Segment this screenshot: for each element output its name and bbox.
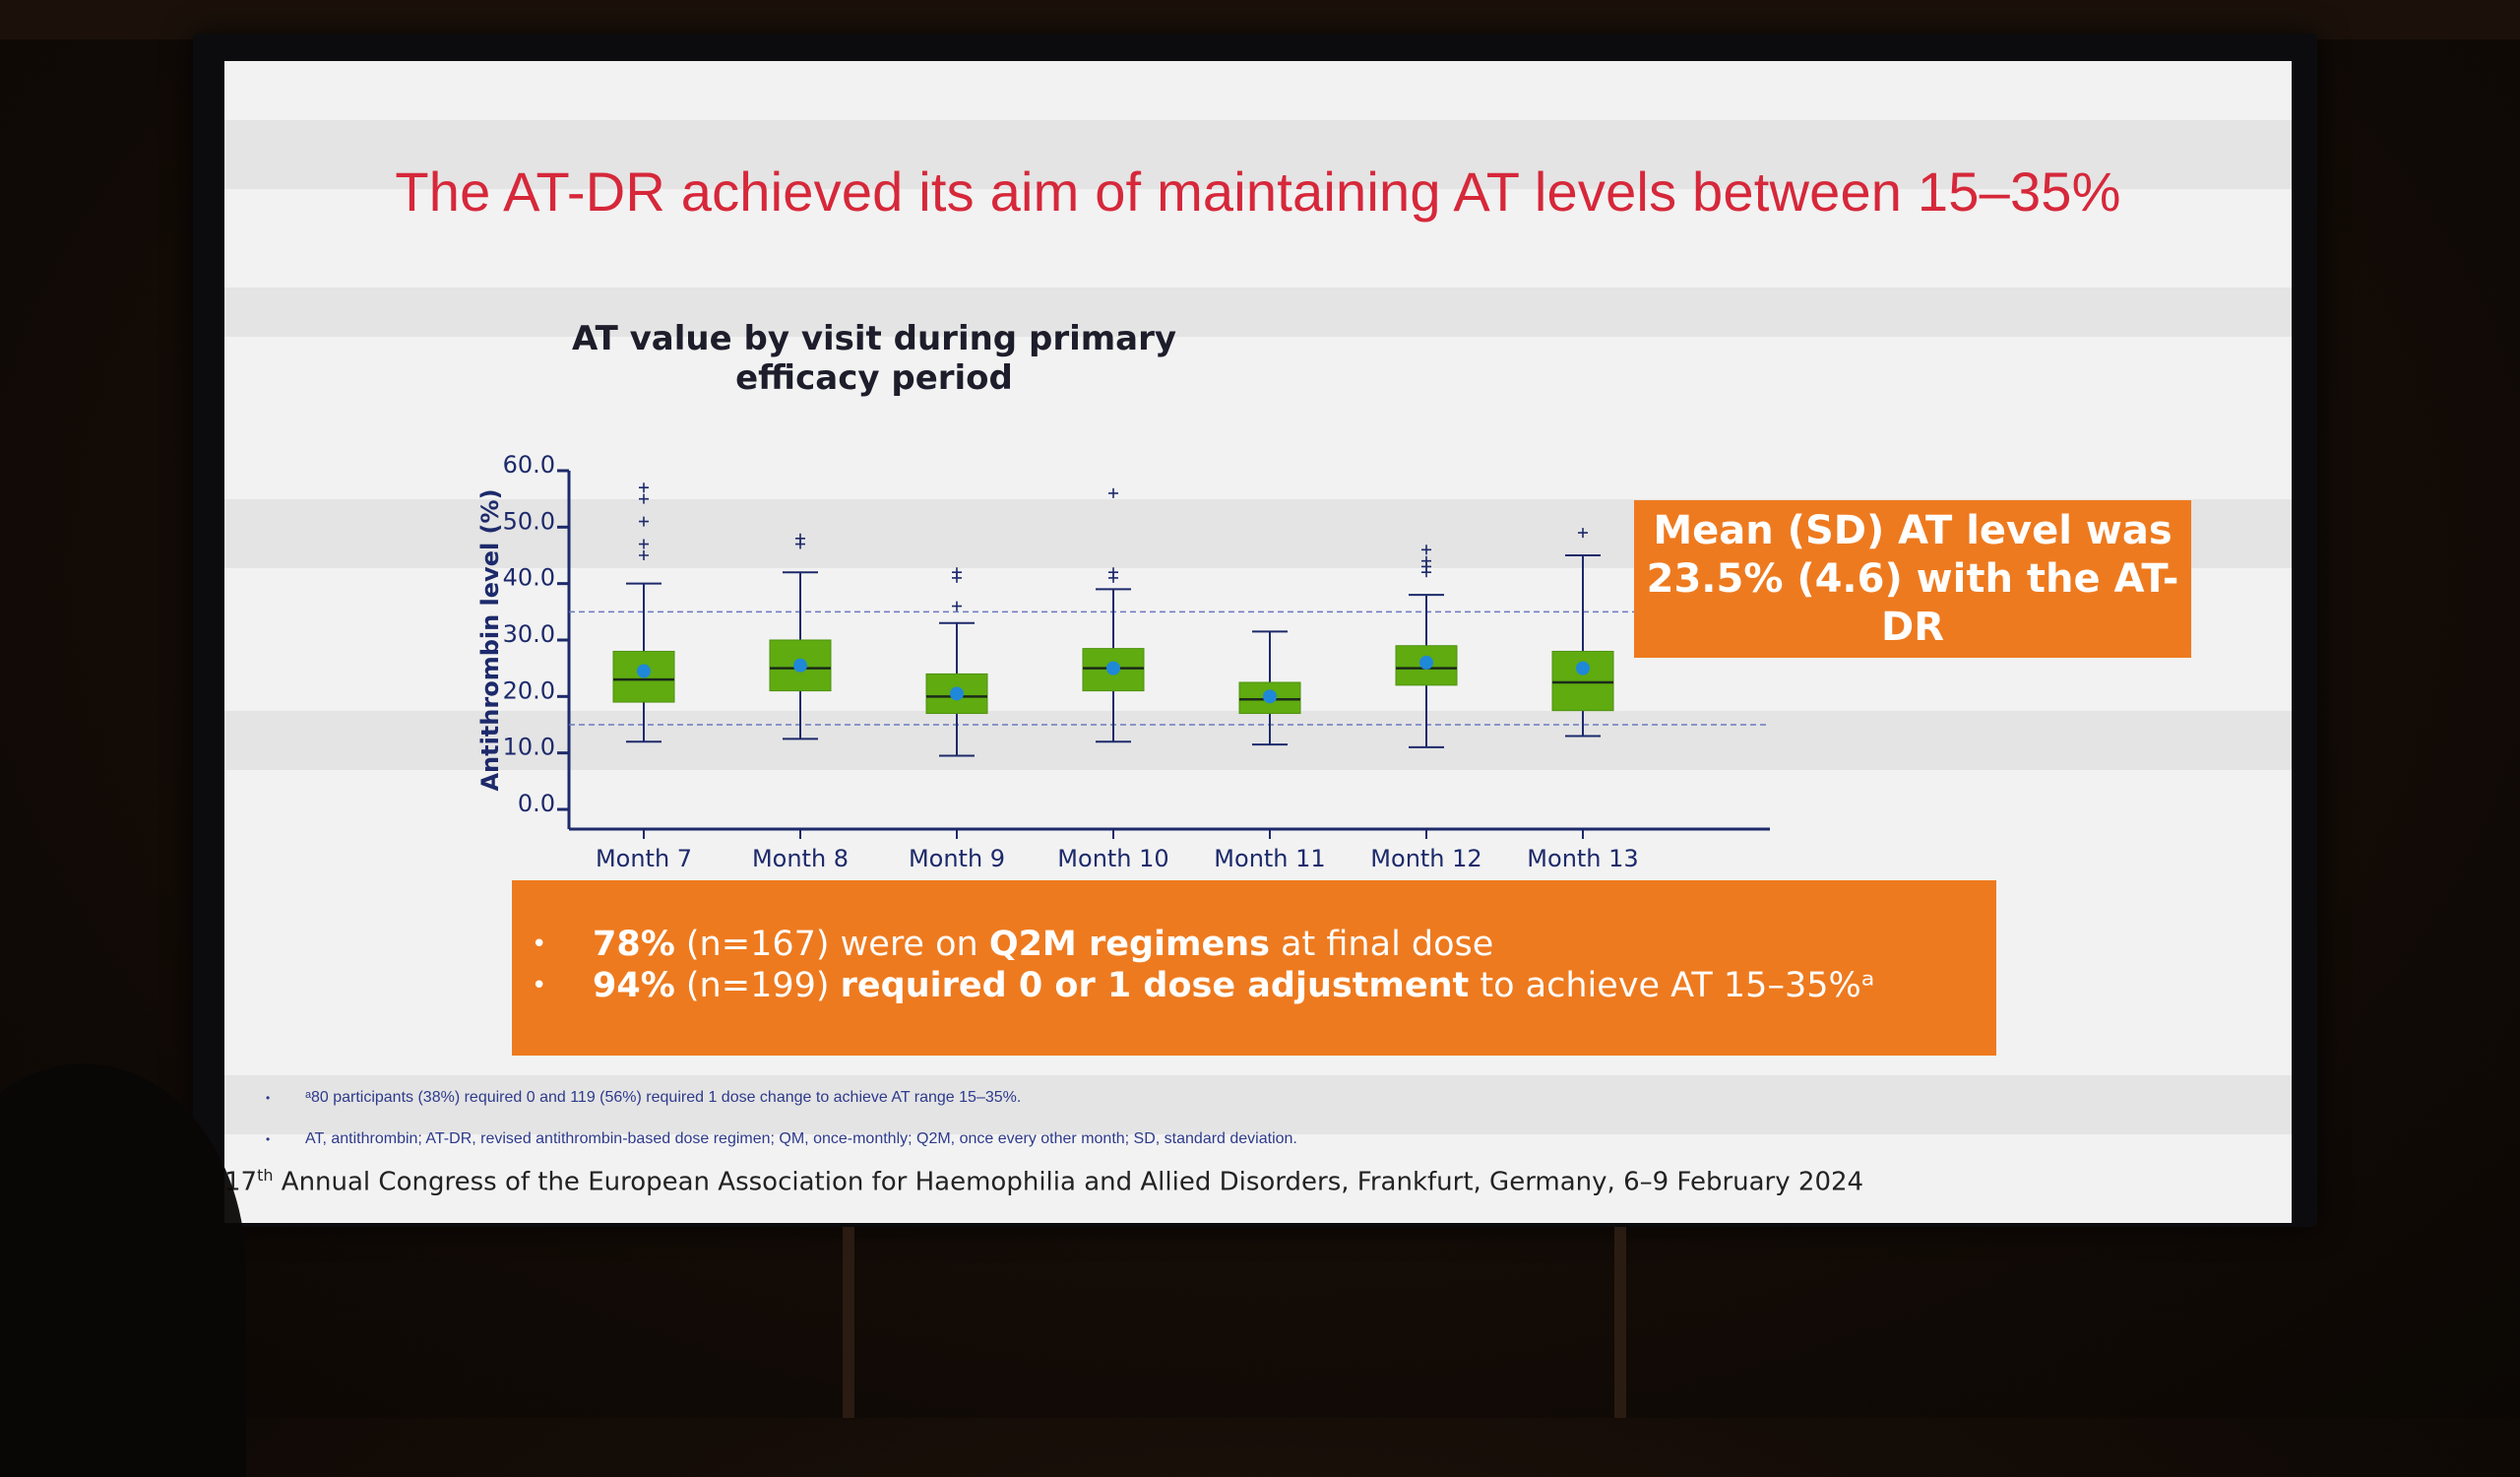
congress-footer: 17th Annual Congress of the European Ass… — [224, 1166, 1863, 1197]
outlier-marker — [952, 601, 962, 611]
footnote-text: ᵃ80 participants (38%) required 0 and 11… — [305, 1089, 1022, 1106]
y-tick-label: 0.0 — [518, 790, 555, 817]
mean-sd-callout: Mean (SD) AT level was 23.5% (4.6) with … — [1634, 500, 2191, 658]
x-tick-label: Month 12 — [1370, 845, 1481, 872]
bullet-text: at final dose — [1269, 925, 1494, 964]
x-tick-label: Month 8 — [752, 845, 849, 872]
mean-marker — [1106, 661, 1120, 675]
glare-band — [224, 1075, 2292, 1134]
bullet-item: • 78% (n=167) were on Q2M regimens at fi… — [532, 924, 1996, 965]
mean-marker — [637, 664, 651, 678]
mean-marker — [1263, 689, 1277, 704]
footnote-bullet: • — [266, 1132, 271, 1146]
x-tick-label: Month 13 — [1527, 845, 1638, 872]
x-tick-label: Month 10 — [1057, 845, 1168, 872]
x-tick-label: Month 9 — [909, 845, 1005, 872]
mean-marker — [1576, 661, 1590, 675]
outlier-marker — [1108, 487, 1118, 498]
congress-text: Annual Congress of the European Associat… — [273, 1167, 1864, 1197]
bullet-text: to achieve AT 15–35%ᵃ — [1469, 966, 1875, 1005]
bullet-bold: 94% — [593, 966, 675, 1005]
mean-marker — [793, 658, 807, 673]
bullet-dot: • — [532, 971, 547, 1000]
slide-title: The AT-DR achieved its aim of maintainin… — [395, 161, 2121, 223]
y-tick-label: 10.0 — [503, 734, 555, 761]
outlier-marker — [639, 550, 649, 560]
y-tick-label: 30.0 — [503, 620, 555, 648]
y-axis-title: Antithrombin level (%) — [476, 488, 504, 791]
outlier-marker — [1421, 555, 1431, 566]
footnote-bullet: • — [266, 1091, 271, 1105]
bullet-item: • 94% (n=199) required 0 or 1 dose adjus… — [532, 965, 1996, 1006]
outlier-marker — [639, 539, 649, 549]
footnote-text: AT, antithrombin; AT-DR, revised antithr… — [305, 1130, 1297, 1147]
chart-title: AT value by visit during primary efficac… — [571, 319, 1177, 398]
boxplot-chart: 0.0 10.0 20.0 30.0 40.0 50.0 60.0 Antithrombin … — [476, 451, 1770, 910]
outlier-marker — [639, 516, 649, 527]
y-tick-label: 60.0 — [503, 451, 555, 479]
summary-bullets: • 78% (n=167) were on Q2M regimens at fi… — [512, 880, 1996, 1056]
footnote: • AT, antithrombin; AT-DR, revised antith… — [266, 1130, 1297, 1148]
bullet-text: (n=199) — [674, 966, 841, 1005]
bullet-bold: required 0 or 1 dose adjustment — [840, 966, 1470, 1005]
outlier-marker — [1578, 528, 1588, 539]
footnote: • ᵃ80 participants (38%) required 0 and 1… — [266, 1089, 1021, 1107]
audience-head-silhouette — [0, 1063, 246, 1477]
y-tick-label: 40.0 — [503, 564, 555, 592]
congress-ordinal: th — [257, 1166, 274, 1185]
x-tick-label: Month 11 — [1214, 845, 1325, 872]
glare-band — [224, 120, 2292, 189]
bullet-dot: • — [532, 930, 547, 959]
outlier-marker — [795, 533, 805, 544]
monitor-stand — [843, 1227, 854, 1418]
room-ceiling — [0, 0, 2520, 39]
mean-marker — [950, 686, 964, 701]
outlier-marker — [1421, 545, 1431, 555]
bullet-bold: Q2M regimens — [988, 925, 1270, 964]
slide-screen: The AT-DR achieved its aim of maintainin… — [224, 61, 2292, 1223]
iqr-box — [1551, 650, 1614, 712]
outlier-marker — [639, 482, 649, 493]
outlier-marker — [952, 567, 962, 578]
iqr-box — [925, 673, 988, 715]
monitor-stand — [1614, 1227, 1626, 1418]
bullet-text: (n=167) were on — [674, 925, 989, 964]
outlier-marker — [639, 493, 649, 504]
glare-band — [224, 288, 2292, 337]
outlier-marker — [1108, 567, 1118, 578]
bullet-bold: 78% — [593, 925, 675, 964]
x-tick-label: Month 7 — [596, 845, 692, 872]
y-tick-label: 20.0 — [503, 676, 555, 704]
y-tick-label: 50.0 — [503, 507, 555, 535]
mean-marker — [1419, 655, 1433, 670]
